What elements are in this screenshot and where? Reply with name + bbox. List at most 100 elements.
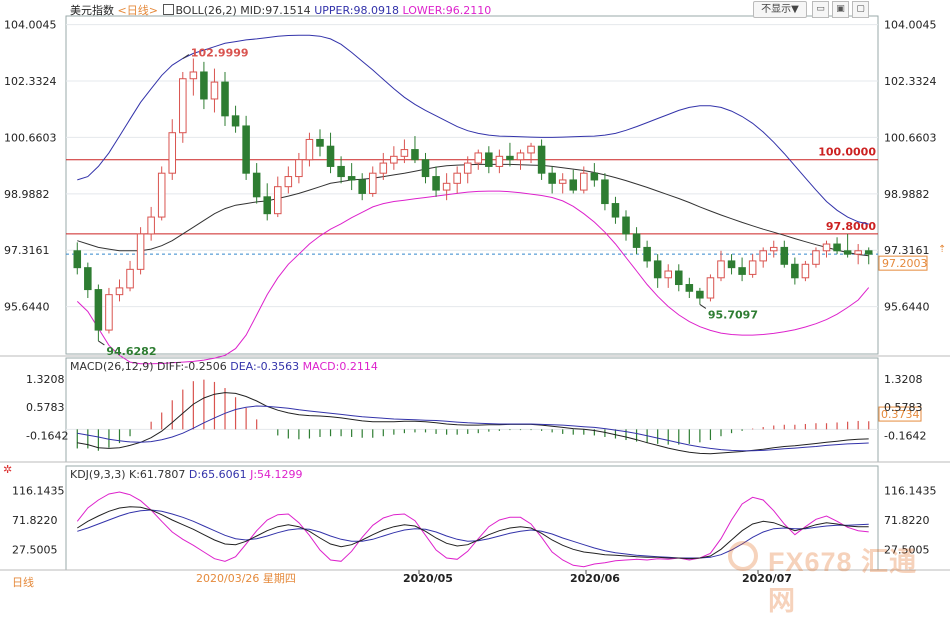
- macd-tick-label-left: 0.5783: [26, 401, 65, 414]
- candle-body: [189, 71, 198, 80]
- indicator-name[interactable]: BOLL(26,2): [175, 4, 237, 17]
- candlesticks: [73, 58, 873, 341]
- candle-body: [653, 260, 662, 279]
- macd-dea-value: DEA:-0.3563: [230, 360, 300, 373]
- price-tick-label-left: 95.6440: [4, 301, 50, 314]
- candle-body: [231, 115, 240, 127]
- candle-body: [463, 162, 472, 174]
- price-tick-label-left: 102.3324: [4, 75, 57, 88]
- macd-current-label: 0.3734: [881, 408, 920, 421]
- price-tick-label-left: 97.3161: [4, 244, 50, 257]
- candle-body: [516, 152, 525, 161]
- candle-body: [126, 268, 134, 289]
- candle-body: [685, 284, 694, 292]
- candle-body: [379, 162, 388, 174]
- candle-body: [506, 155, 514, 161]
- price-tick-label-left: 100.6603: [4, 131, 57, 144]
- candle-body: [316, 138, 324, 147]
- candle-body: [485, 152, 493, 167]
- kdj-indicator-name[interactable]: KDJ(9,3,3): [70, 468, 126, 481]
- macd-panel: 0.3734: [66, 379, 922, 455]
- candle-body: [495, 155, 504, 167]
- chart-frame: [0, 15, 950, 571]
- candle-body: [442, 182, 451, 191]
- candle-body: [759, 250, 767, 262]
- candle-body: [643, 246, 651, 262]
- candle-body: [527, 145, 535, 154]
- price-tick-label-right: 97.3161: [884, 244, 930, 257]
- kdj-tick-label-left: 116.1435: [12, 485, 65, 498]
- candle-body: [136, 233, 145, 270]
- price-tick-label-right: 100.6603: [884, 131, 937, 144]
- boll-mid-line: [77, 163, 869, 257]
- candle-body: [717, 260, 725, 279]
- macd-indicator-name[interactable]: MACD(26,12,9): [70, 360, 154, 373]
- candle-body: [242, 125, 250, 174]
- restore-icon[interactable]: ▣: [832, 1, 849, 18]
- price-arrow-icon: ⇡: [938, 244, 946, 255]
- chart-grid: [66, 24, 878, 308]
- macd-tick-label-left: 1.3208: [26, 373, 65, 386]
- annotation-label: 102.9999: [191, 46, 249, 59]
- date-label: 2020/05: [403, 572, 453, 585]
- fx678-logo-icon: [728, 541, 758, 571]
- candle-body: [548, 172, 556, 184]
- candle-body: [274, 186, 282, 215]
- macd-tick-label-left: -0.1642: [26, 430, 68, 443]
- hide-dropdown[interactable]: 不显示▼: [753, 1, 807, 18]
- candle-body: [632, 233, 641, 248]
- minimize-icon[interactable]: ▭: [812, 1, 829, 18]
- candle-body: [864, 250, 873, 255]
- candle-body: [358, 179, 366, 194]
- resistance-label: 100.0000: [818, 146, 876, 159]
- watermark-text: FX678 汇通网: [768, 547, 918, 616]
- candle-body: [421, 159, 430, 178]
- maximize-icon[interactable]: ▢: [852, 1, 869, 18]
- date-label: 2020/06: [570, 572, 620, 585]
- macd-dea-line: [77, 405, 869, 452]
- annotation-pointer: [98, 340, 105, 346]
- candle-body: [252, 172, 261, 198]
- kdj-tick-label-left: 27.5005: [12, 544, 58, 557]
- candle-body: [295, 159, 303, 178]
- candle-body: [157, 172, 166, 218]
- candle-body: [622, 216, 630, 235]
- price-tick-label-right: 102.3324: [884, 75, 937, 88]
- candle-body: [105, 294, 113, 331]
- candle-body: [147, 216, 155, 235]
- kdj-d-value: D:65.6061: [188, 468, 247, 481]
- candle-body: [474, 152, 483, 164]
- price-tick-label-right: 95.6440: [884, 301, 930, 314]
- boll-lower-value: LOWER:96.2110: [402, 4, 492, 17]
- candle-body: [284, 176, 293, 188]
- resistance-label: 97.8000: [826, 220, 876, 233]
- candle-body: [822, 243, 831, 252]
- annotation-label: 95.7097: [708, 308, 758, 321]
- footer-period-label[interactable]: 日线: [12, 576, 34, 589]
- candle-body: [453, 172, 461, 184]
- candle-body: [664, 270, 672, 279]
- price-tick-label-right: 98.9882: [884, 188, 930, 201]
- candle-body: [738, 267, 746, 275]
- kdj-panel-title: KDJ(9,3,3) K:61.7807 D:65.6061 J:54.1299: [70, 468, 303, 481]
- candle-body: [94, 289, 103, 331]
- period-label[interactable]: <日线>: [117, 4, 158, 17]
- macd-histogram-value: MACD:0.2114: [302, 360, 378, 373]
- fx678-watermark: FX678 汇通网: [728, 538, 938, 616]
- candle-body: [769, 246, 778, 252]
- candle-body: [727, 260, 736, 269]
- candle-body: [347, 176, 356, 181]
- annotation-pointer: [182, 54, 190, 59]
- candle-body: [84, 267, 92, 291]
- settings-icon[interactable]: ✲: [3, 463, 13, 476]
- macd-tick-label-right: 0.5783: [884, 401, 923, 414]
- candle-body: [801, 263, 810, 279]
- candle-body: [791, 263, 799, 279]
- candle-body: [337, 165, 345, 178]
- candle-body: [115, 287, 124, 296]
- kdj-tick-label-right: 27.5005: [884, 544, 930, 557]
- candle-body: [843, 250, 852, 255]
- candle-body: [200, 71, 208, 100]
- candle-body: [558, 179, 567, 184]
